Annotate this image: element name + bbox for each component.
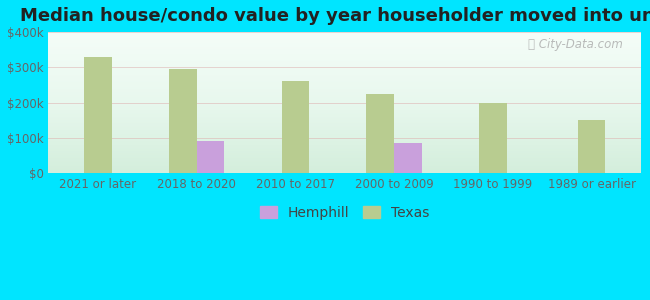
Bar xyxy=(394,143,422,173)
Bar xyxy=(169,69,196,173)
Bar xyxy=(281,81,309,173)
Title: Median house/condo value by year householder moved into unit: Median house/condo value by year househo… xyxy=(20,7,650,25)
Bar xyxy=(367,94,394,173)
Text: ⓘ City-Data.com: ⓘ City-Data.com xyxy=(528,38,623,51)
Bar xyxy=(479,103,507,173)
Bar xyxy=(196,141,224,173)
Bar xyxy=(578,120,606,173)
Legend: Hemphill, Texas: Hemphill, Texas xyxy=(254,200,435,225)
Bar xyxy=(84,57,112,173)
